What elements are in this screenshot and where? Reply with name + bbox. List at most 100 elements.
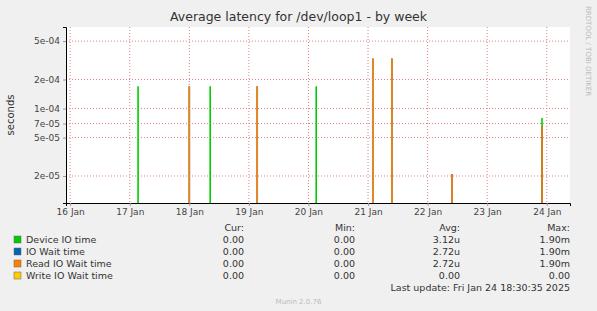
- spike: [137, 86, 139, 203]
- legend-label: Device IO time: [26, 234, 96, 245]
- legend-stat: 0.00: [223, 246, 244, 257]
- x-tick-label: 19 Jan: [235, 207, 263, 217]
- spike: [451, 174, 453, 203]
- x-tick-mark: [428, 203, 429, 206]
- y-tick: 5e-05: [34, 133, 66, 143]
- series: [189, 59, 542, 203]
- legend-stat: 2.72u: [433, 246, 460, 257]
- x-tick: 17 Jan: [116, 203, 144, 217]
- spike: [189, 86, 191, 203]
- spike: [256, 86, 258, 203]
- legend-header: Avg:: [439, 222, 460, 233]
- x-tick-label: 18 Jan: [176, 207, 204, 217]
- y-tick-mark: [63, 123, 66, 124]
- plot-area: [66, 27, 570, 203]
- legend-swatch: [14, 272, 21, 279]
- grid: [66, 27, 570, 203]
- legend-stat: 1.90m: [540, 234, 570, 245]
- legend-stat: 0.00: [334, 258, 355, 269]
- watermark: RRDTOOL / TOBI OETIKER: [584, 6, 592, 96]
- y-tick: 5e-04: [34, 36, 66, 46]
- x-tick-label: 21 Jan: [354, 207, 382, 217]
- y-axis: 2e-05 5e-05 7e-05 1e-04 2e-04 5e-04: [34, 28, 66, 204]
- footer: Munin 2.0.76: [276, 298, 322, 306]
- grid-line-y: [66, 79, 570, 80]
- spike: [189, 86, 191, 203]
- legend-label: IO Wait time: [26, 246, 85, 257]
- x-tick-label: 23 Jan: [474, 207, 502, 217]
- x-tick-mark: [308, 203, 309, 206]
- legend-label: Read IO Wait time: [26, 258, 112, 269]
- title: Average latency for /dev/loop1 - by week: [170, 9, 428, 24]
- x-tick: 16 Jan: [57, 203, 85, 217]
- grid-line-x: [129, 27, 130, 203]
- spike: [541, 118, 543, 203]
- legend-swatch: [14, 260, 21, 267]
- x-tick-mark: [70, 203, 71, 206]
- spike: [391, 59, 393, 203]
- x-tick: 20 Jan: [295, 203, 323, 217]
- grid-line-x: [70, 27, 71, 203]
- legend-swatch: [14, 236, 21, 243]
- legend-stat: 0.00: [223, 270, 244, 281]
- legend-stat: 0.00: [223, 258, 244, 269]
- x-tick: 24 Jan: [533, 203, 561, 217]
- x-tick-mark: [249, 203, 250, 206]
- grid-line-x: [427, 27, 428, 203]
- x-tick-label: 24 Jan: [533, 207, 561, 217]
- legend-stat: 0.00: [334, 270, 355, 281]
- legend: Cur:Min:Avg:Max:Device IO time0.000.003.…: [14, 222, 570, 281]
- spike: [451, 174, 453, 203]
- series: [189, 59, 542, 203]
- legend-stat: 0.00: [439, 270, 460, 281]
- legend-swatch: [14, 248, 21, 255]
- spike: [541, 127, 543, 203]
- y-tick: 1e-04: [34, 104, 66, 114]
- legend-stat: 0.00: [334, 234, 355, 245]
- grid-line-y: [66, 175, 570, 176]
- legend-stat: 3.12u: [433, 234, 460, 245]
- legend-stat: 0.00: [334, 246, 355, 257]
- y-tick: 7e-05: [34, 119, 66, 129]
- legend-stat: 0.00: [549, 270, 570, 281]
- y-tick: 2e-04: [34, 75, 66, 85]
- y-tick-label: 5e-05: [34, 133, 60, 143]
- x-axis: 16 Jan17 Jan18 Jan19 Jan20 Jan21 Jan22 J…: [57, 203, 571, 217]
- grid-line-y: [66, 123, 570, 124]
- y-tick-label: 5e-04: [34, 36, 60, 46]
- legend-header: Max:: [547, 222, 570, 233]
- y-tick-label: 7e-05: [34, 119, 60, 129]
- x-tick-label: 20 Jan: [295, 207, 323, 217]
- grid-line-y: [66, 41, 570, 42]
- x-tick-mark: [130, 203, 131, 206]
- grid-line-y: [66, 137, 570, 138]
- y-tick-mark: [63, 176, 66, 177]
- grid-line-x: [189, 27, 190, 203]
- y-tick-mark: [63, 41, 66, 42]
- legend-stat: 1.90m: [540, 258, 570, 269]
- x-tick: 18 Jan: [176, 203, 204, 217]
- grid-line-y: [66, 108, 570, 109]
- grid-line-x: [546, 27, 547, 203]
- x-tick: 19 Jan: [235, 203, 263, 217]
- marks: [138, 59, 542, 203]
- x-tick-mark: [189, 203, 190, 206]
- grid-line-x: [248, 27, 249, 203]
- y-tick-mark: [63, 80, 66, 81]
- y-tick-mark: [63, 138, 66, 139]
- series: [138, 86, 542, 203]
- spike: [372, 59, 374, 203]
- legend-header: Min:: [335, 222, 355, 233]
- grid-line-x: [308, 27, 309, 203]
- spike: [209, 86, 211, 203]
- legend-label: Write IO Wait time: [26, 270, 113, 281]
- background: [0, 0, 597, 311]
- grid-line-x: [368, 27, 369, 203]
- y-tick-mark: [63, 109, 66, 110]
- y-tick: 2e-05: [34, 171, 66, 181]
- grid-line-x: [487, 27, 488, 203]
- x-tick-mark: [547, 203, 548, 206]
- spike: [256, 86, 258, 203]
- spike: [391, 59, 393, 203]
- x-axis-line: [67, 204, 571, 207]
